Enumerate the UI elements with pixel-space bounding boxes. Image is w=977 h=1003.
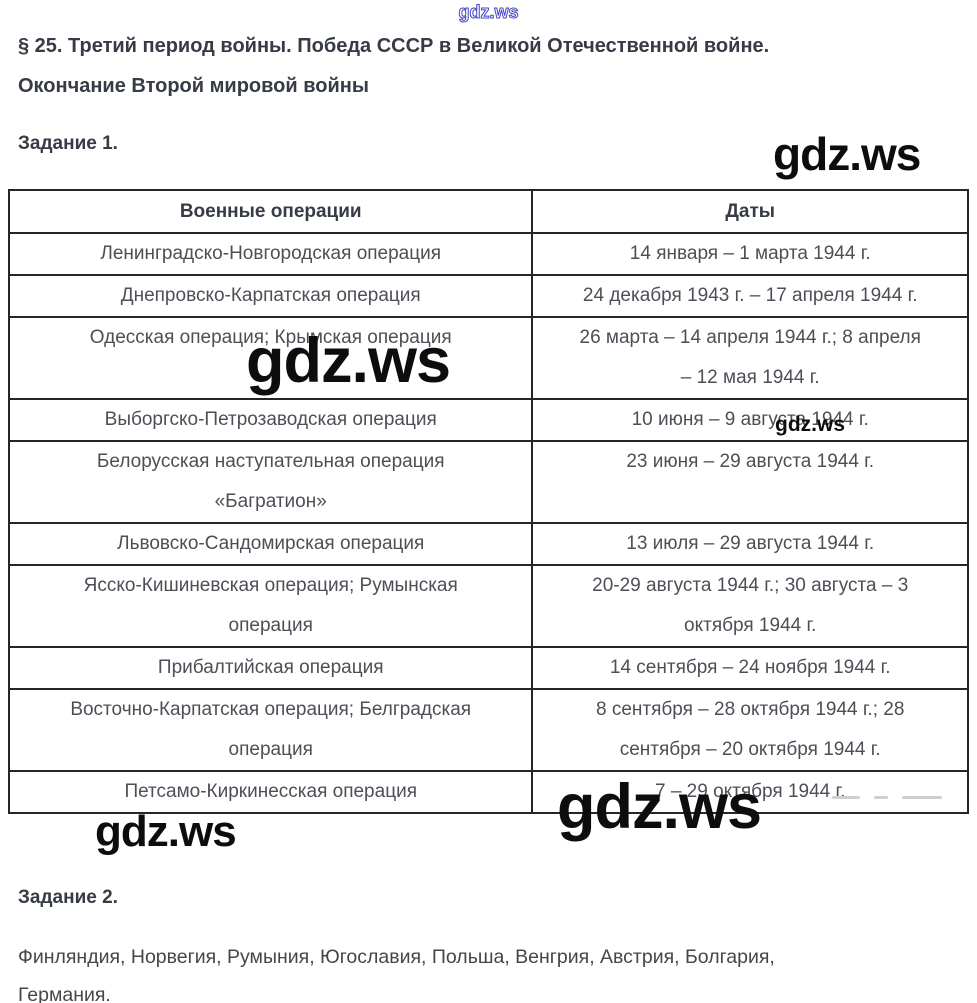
table-row: Белорусская наступательная операция «Багр…	[7, 440, 969, 524]
cell-line: Ленинградско-Новгородская операция	[100, 243, 442, 264]
watermark-bottom-left: gdz.ws	[95, 807, 237, 856]
operation-cell: Львовско-Сандомирская операция	[7, 522, 534, 566]
page-title-line2: Окончание Второй мировой войны	[18, 75, 369, 97]
cell-line: 26 марта – 14 апреля 1944 г.; 8 апреля	[579, 327, 921, 348]
operation-cell: Выборгско-Петрозаводская операция	[7, 398, 534, 442]
countries-line2: Германия.	[18, 984, 111, 1003]
table-row: Ясско-Кишиневская операция; Румынская опе…	[7, 564, 969, 648]
cell-line: 13 июля – 29 августа 1944 г.	[626, 533, 875, 554]
countries-line1: Финляндия, Норвегия, Румыния, Югославия,…	[18, 946, 775, 968]
cell-line: 10 июня – 9 августа 1944 г.	[631, 409, 869, 430]
operation-cell: Восточно-Карпатская операция; Белградска…	[7, 688, 534, 772]
task2-label: Задание 2.	[18, 887, 118, 908]
table-row: Львовско-Сандомирская операция 13 июля – …	[7, 522, 969, 566]
operation-cell: Ясско-Кишиневская операция; Румынская опе…	[7, 564, 534, 648]
watermark-bottom-center: gdz.ws	[557, 772, 762, 842]
cell-line: Прибалтийская операция	[157, 657, 384, 678]
operation-cell: Белорусская наступательная операция «Багр…	[7, 440, 534, 524]
smudge-marks	[832, 796, 956, 814]
watermark-mid-table: gdz.ws	[246, 326, 451, 396]
table-row: Ленинградско-Новгородская операция 14 янв…	[7, 232, 969, 276]
dates-cell: 14 января – 1 марта 1944 г.	[531, 232, 969, 276]
watermark-top: gdz.ws	[458, 2, 519, 22]
cell-line: Днепровско-Карпатская операция	[120, 285, 421, 306]
table-row: Днепровско-Карпатская операция 24 декабря…	[7, 274, 969, 318]
table-header-row: Военные операции Даты	[7, 189, 969, 234]
cell-line: 23 июня – 29 августа 1944 г.	[626, 451, 875, 472]
cell-line: Львовско-Сандомирская операция	[117, 533, 425, 554]
cell-line: 7 – 29 октября 1944 г.	[654, 781, 846, 802]
operation-cell: Одесская операция; Крымская операция	[7, 316, 534, 400]
cell-line: 14 сентября – 24 ноября 1944 г.	[609, 657, 891, 678]
cell-line: Восточно-Карпатская операция; Белградска…	[70, 699, 472, 720]
operation-cell: Днепровско-Карпатская операция	[7, 274, 534, 318]
cell-line: октября 1944 г.	[684, 615, 817, 636]
cell-line: сентября – 20 октября 1944 г.	[619, 739, 881, 760]
dates-cell: 8 сентября – 28 октября 1944 г.; 28 сентя…	[531, 688, 969, 772]
cell-line: Белорусская наступательная операция	[96, 451, 445, 472]
table-row: Выборгско-Петрозаводская операция 10 июня…	[7, 398, 969, 442]
table-row: Восточно-Карпатская операция; Белградска…	[7, 688, 969, 772]
operation-cell: Ленинградско-Новгородская операция	[7, 232, 534, 276]
dates-cell: 14 сентября – 24 ноября 1944 г.	[531, 646, 969, 690]
page-title-line1: § 25. Третий период войны. Победа СССР в…	[18, 35, 770, 57]
cell-line: «Багратион»	[214, 491, 327, 512]
cell-line: Выборгско-Петрозаводская операция	[104, 409, 437, 430]
cell-line: 8 сентября – 28 октября 1944 г.; 28	[595, 699, 905, 720]
cell-line: 14 января – 1 марта 1944 г.	[629, 243, 871, 264]
cell-line: 20-29 августа 1944 г.; 30 августа – 3	[592, 575, 909, 596]
cell-line: Одесская операция; Крымская операция	[89, 327, 452, 348]
dates-cell: 10 июня – 9 августа 1944 г.	[531, 398, 969, 442]
countries-paragraph: Финляндия, Норвегия, Румыния, Югославия,…	[18, 938, 977, 1003]
operation-cell: Петсамо-Киркинесская операция	[7, 770, 534, 814]
cell-line: Ясско-Кишиневская операция; Румынская	[83, 575, 458, 596]
cell-line: Петсамо-Киркинесская операция	[124, 781, 417, 802]
operation-cell: Прибалтийская операция	[7, 646, 534, 690]
column-header-operations: Военные операции	[7, 189, 534, 234]
watermark-top-right: gdz.ws	[773, 128, 921, 180]
watermark-row4-small: gdz.ws	[775, 413, 846, 436]
dates-cell: 20-29 августа 1944 г.; 30 августа – 3 окт…	[531, 564, 969, 648]
dates-cell: 13 июля – 29 августа 1944 г.	[531, 522, 969, 566]
dates-cell: 24 декабря 1943 г. – 17 апреля 1944 г.	[531, 274, 969, 318]
dates-cell: 26 марта – 14 апреля 1944 г.; 8 апреля – …	[531, 316, 969, 400]
cell-line: – 12 мая 1944 г.	[680, 367, 820, 388]
cell-line: операция	[228, 615, 313, 636]
cell-line: 24 декабря 1943 г. – 17 апреля 1944 г.	[582, 285, 918, 306]
operations-table: Военные операции Даты Ленинградско-Новго…	[7, 189, 969, 814]
cell-line: операция	[228, 739, 313, 760]
dates-cell: 23 июня – 29 августа 1944 г.	[531, 440, 969, 524]
page-title: § 25. Третий период войны. Победа СССР в…	[18, 26, 977, 106]
task1-label: Задание 1.	[18, 133, 118, 154]
table-row: Петсамо-Киркинесская операция 7 – 29 октя…	[7, 770, 969, 814]
column-header-dates: Даты	[531, 189, 969, 234]
table-row: Одесская операция; Крымская операция 26 м…	[7, 316, 969, 400]
dates-cell: 7 – 29 октября 1944 г.	[531, 770, 969, 814]
table-row: Прибалтийская операция 14 сентября – 24 н…	[7, 646, 969, 690]
